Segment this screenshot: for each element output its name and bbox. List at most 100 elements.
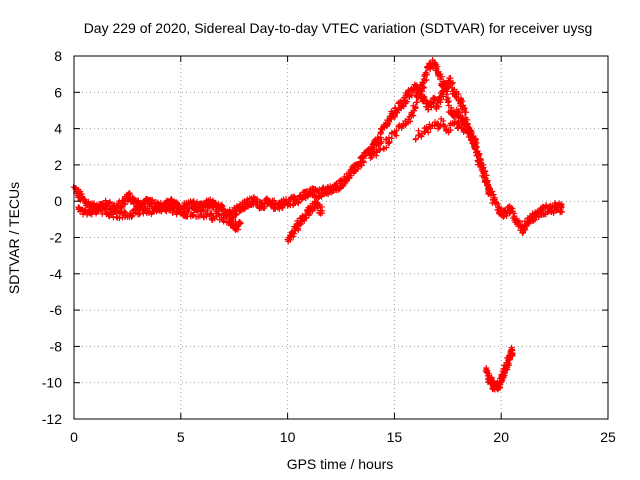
- plot-frame: [73, 55, 609, 420]
- data-point: [347, 172, 354, 179]
- data-point: [480, 170, 487, 177]
- data-point: [444, 99, 451, 106]
- y-tick-label: -10: [42, 375, 62, 391]
- data-point: [415, 94, 422, 101]
- data-point: [96, 201, 103, 208]
- y-tick-label: 2: [54, 157, 62, 173]
- data-point: [260, 205, 267, 212]
- data-series: [70, 56, 565, 393]
- data-point: [448, 104, 455, 111]
- data-point: [113, 213, 120, 220]
- data-point: [254, 196, 261, 203]
- data-point: [412, 135, 419, 142]
- data-point: [458, 98, 465, 105]
- data-point: [171, 205, 178, 212]
- data-point: [412, 105, 419, 112]
- data-point: [111, 206, 118, 213]
- data-point: [514, 217, 521, 224]
- data-point: [469, 133, 476, 140]
- data-point: [460, 102, 467, 109]
- data-point: [360, 158, 367, 165]
- data-point: [116, 215, 123, 222]
- data-point: [378, 138, 385, 145]
- data-point: [360, 155, 367, 162]
- data-point: [421, 84, 428, 91]
- y-tick-label: -4: [50, 266, 63, 282]
- y-tick-label: -8: [50, 338, 63, 354]
- data-point: [455, 90, 462, 97]
- data-point: [425, 106, 432, 113]
- data-point: [463, 126, 470, 133]
- data-point: [164, 197, 171, 204]
- data-point: [395, 107, 402, 114]
- data-point: [486, 184, 493, 191]
- data-point: [110, 211, 117, 218]
- data-point: [515, 218, 522, 225]
- data-point: [423, 77, 430, 84]
- data-point: [497, 383, 504, 390]
- x-tick-label: 15: [387, 429, 403, 445]
- data-point: [463, 116, 470, 123]
- y-tick-label: 8: [54, 48, 62, 64]
- data-point: [319, 207, 326, 214]
- data-point: [485, 188, 492, 195]
- y-tick-label: 4: [54, 121, 62, 137]
- y-tick-label: -6: [50, 302, 63, 318]
- data-point: [423, 69, 430, 76]
- data-point: [464, 129, 471, 136]
- data-point: [209, 204, 216, 211]
- data-point: [177, 204, 184, 211]
- data-point: [478, 165, 485, 172]
- data-point: [459, 112, 466, 119]
- data-point: [186, 205, 193, 212]
- data-point: [134, 205, 141, 212]
- data-point: [221, 211, 228, 218]
- data-point: [454, 119, 461, 126]
- data-point: [333, 180, 340, 187]
- data-point: [294, 225, 301, 232]
- data-point: [440, 93, 447, 100]
- data-point: [468, 130, 475, 137]
- data-point: [298, 196, 305, 203]
- data-point: [509, 352, 516, 359]
- data-point: [128, 213, 135, 220]
- data-point: [377, 134, 384, 141]
- data-point: [486, 189, 493, 196]
- data-point: [435, 103, 442, 110]
- data-point: [139, 202, 146, 209]
- data-point: [291, 230, 298, 237]
- data-point: [413, 93, 420, 100]
- data-point: [383, 144, 390, 151]
- data-point: [357, 162, 364, 169]
- data-point: [484, 182, 491, 189]
- y-axis-label: SDTVAR / TECUs: [6, 182, 22, 294]
- data-point: [236, 219, 243, 226]
- data-point: [89, 202, 96, 209]
- data-point: [386, 138, 393, 145]
- data-point: [461, 108, 468, 115]
- data-point: [500, 213, 507, 220]
- data-point: [440, 79, 447, 86]
- x-tick-label: 25: [600, 429, 616, 445]
- data-point: [434, 63, 441, 70]
- x-tick-label: 10: [280, 429, 296, 445]
- data-point: [410, 112, 417, 119]
- y-tick-label: -2: [50, 230, 63, 246]
- data-point: [425, 129, 432, 136]
- data-point: [380, 145, 387, 152]
- data-point: [228, 216, 235, 223]
- data-point: [122, 201, 129, 208]
- y-tick-label: 0: [54, 193, 62, 209]
- data-point: [509, 346, 516, 353]
- data-point: [362, 152, 369, 159]
- data-point: [403, 98, 410, 105]
- data-point: [367, 155, 374, 162]
- data-point: [490, 191, 497, 198]
- data-point: [473, 143, 480, 150]
- data-point: [415, 127, 422, 134]
- data-point: [483, 366, 490, 373]
- data-point: [295, 199, 302, 206]
